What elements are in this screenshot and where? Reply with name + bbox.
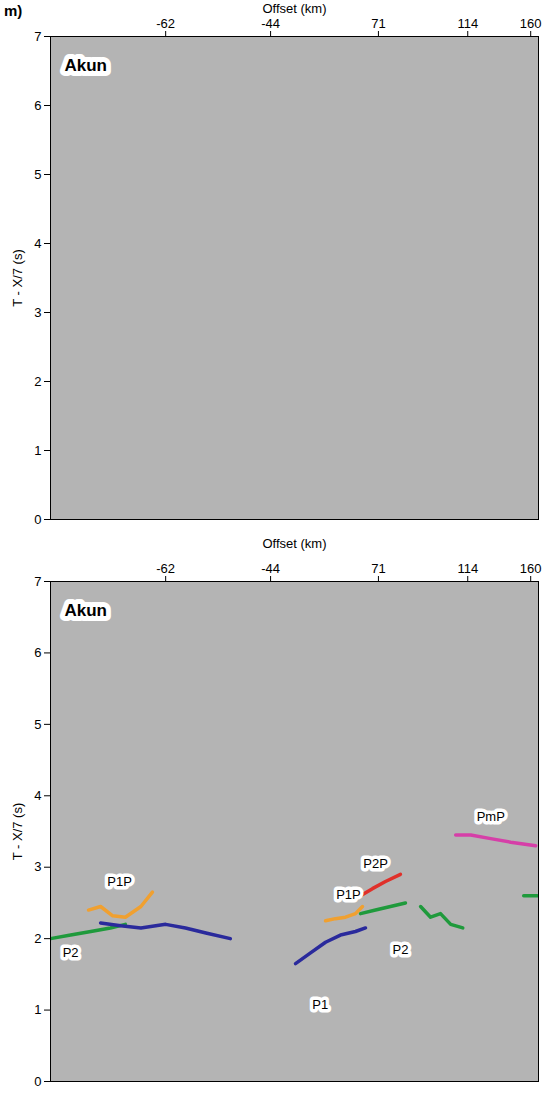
svg-text:P2: P2 [63, 945, 79, 960]
svg-text:4: 4 [34, 236, 41, 251]
svg-text:3: 3 [34, 305, 41, 320]
svg-text:P1P: P1P [336, 887, 361, 902]
svg-text:2: 2 [34, 374, 41, 389]
svg-text:4: 4 [34, 788, 41, 803]
svg-text:Akun: Akun [65, 601, 108, 620]
svg-text:1: 1 [34, 443, 41, 458]
svg-text:P2P: P2P [363, 856, 388, 871]
svg-text:2: 2 [34, 931, 41, 946]
svg-text:Offset (km): Offset (km) [262, 536, 326, 551]
svg-text:5: 5 [34, 167, 41, 182]
svg-text:5: 5 [34, 717, 41, 732]
svg-text:P1: P1 [312, 997, 328, 1012]
svg-text:P1P: P1P [107, 874, 132, 889]
svg-text:160: 160 [520, 16, 542, 31]
svg-text:3: 3 [34, 859, 41, 874]
svg-text:7: 7 [34, 574, 41, 589]
svg-text:0: 0 [34, 1074, 41, 1089]
svg-text:160: 160 [520, 561, 542, 576]
svg-text:7: 7 [34, 29, 41, 44]
svg-text:-44: -44 [261, 16, 280, 31]
svg-text:Akun: Akun [65, 56, 108, 75]
svg-text:-44: -44 [261, 561, 280, 576]
svg-text:PmP: PmP [477, 809, 505, 824]
svg-text:Offset (km): Offset (km) [262, 1, 326, 16]
svg-text:114: 114 [457, 561, 478, 576]
svg-text:71: 71 [371, 16, 385, 31]
svg-text:6: 6 [34, 98, 41, 113]
html-text:m): m) [4, 2, 23, 19]
svg-text:-62: -62 [156, 561, 175, 576]
svg-text:T - X/7 (s): T - X/7 (s) [10, 803, 25, 861]
svg-text:71: 71 [371, 561, 385, 576]
svg-text:0: 0 [34, 512, 41, 527]
svg-text:6: 6 [34, 645, 41, 660]
svg-text:P2: P2 [392, 942, 408, 957]
svg-text:114: 114 [457, 16, 478, 31]
svg-text:-62: -62 [156, 16, 175, 31]
svg-text:1: 1 [34, 1002, 41, 1017]
svg-text:T - X/7 (s): T - X/7 (s) [10, 249, 25, 307]
